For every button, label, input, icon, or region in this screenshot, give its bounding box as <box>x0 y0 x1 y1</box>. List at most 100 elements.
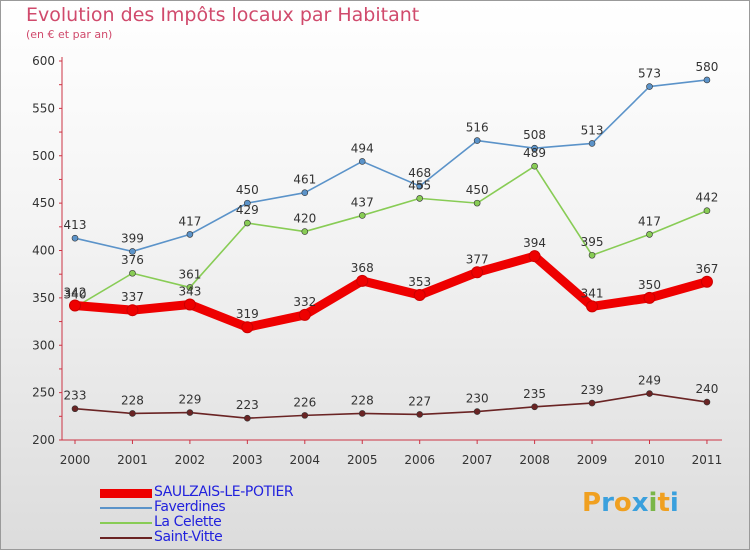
data-point <box>703 398 711 406</box>
data-point <box>129 410 136 417</box>
data-point <box>646 390 653 397</box>
data-point <box>471 266 484 279</box>
data-point <box>703 76 711 84</box>
data-point <box>186 284 194 291</box>
y-tick-label: 200 <box>32 433 55 447</box>
logo-letter: i <box>648 488 658 518</box>
data-label: 240 <box>695 382 718 396</box>
data-point <box>586 300 599 313</box>
logo-letter: t <box>657 488 670 518</box>
data-point <box>183 298 196 311</box>
chart-title: Evolution des Impôts locaux par Habitant <box>26 4 420 26</box>
data-point <box>69 299 81 312</box>
data-label: 226 <box>293 395 316 409</box>
data-point <box>298 308 311 321</box>
legend-label: La Celette <box>154 514 222 530</box>
y-tick-label: 400 <box>32 244 55 258</box>
legend-label: Saint-Vitte <box>154 529 223 545</box>
data-point <box>71 405 79 413</box>
y-tick-label: 600 <box>32 54 55 68</box>
data-point <box>358 410 366 417</box>
y-tick-label: 350 <box>32 291 55 305</box>
data-point <box>643 291 656 304</box>
chart-subtitle: (en € et par an) <box>26 28 113 41</box>
x-tick-label: 2002 <box>175 453 206 467</box>
data-label: 399 <box>121 231 144 245</box>
data-label: 442 <box>695 191 718 205</box>
series-line <box>74 392 708 420</box>
data-point <box>473 137 481 144</box>
data-point <box>358 158 366 165</box>
logo-letter: P <box>582 488 602 518</box>
x-tick-label: 2011 <box>692 453 723 467</box>
data-label: 417 <box>638 214 661 228</box>
x-tick-label: 2003 <box>232 453 263 467</box>
data-point <box>416 411 424 418</box>
logo-letter: i <box>669 488 679 518</box>
x-tick-label: 2008 <box>519 453 550 467</box>
data-label: 233 <box>64 389 87 403</box>
y-tick-label: 250 <box>32 386 55 400</box>
legend-label: Faverdines <box>154 499 226 515</box>
data-label: 239 <box>581 383 604 397</box>
data-label: 235 <box>523 387 546 401</box>
series-line <box>74 79 708 253</box>
series-line <box>74 165 708 309</box>
data-label: 340 <box>64 287 87 301</box>
data-point <box>588 140 596 147</box>
x-tick-label: 2000 <box>60 453 91 467</box>
y-tick-label: 450 <box>32 196 55 210</box>
data-label: 229 <box>178 393 201 407</box>
x-tick-label: 2006 <box>404 453 435 467</box>
y-tick-label: 300 <box>32 338 55 352</box>
data-point <box>126 304 139 317</box>
data-label: 342 <box>64 285 87 299</box>
data-point <box>588 251 596 259</box>
data-label: 228 <box>121 393 144 407</box>
data-point <box>186 409 194 416</box>
data-point <box>473 199 481 207</box>
data-point <box>244 199 251 207</box>
logo-letter: x <box>631 488 649 518</box>
data-label: 368 <box>351 261 374 275</box>
data-label: 508 <box>523 128 546 142</box>
x-tick-label: 2001 <box>117 453 148 467</box>
data-label: 429 <box>236 203 259 217</box>
y-tick-label: 550 <box>32 101 55 115</box>
data-label: 516 <box>466 121 489 135</box>
data-label: 367 <box>695 262 718 276</box>
data-point <box>301 228 309 235</box>
x-tick-label: 2010 <box>634 453 665 467</box>
data-point <box>186 231 194 238</box>
data-label: 394 <box>523 236 546 250</box>
data-point <box>528 250 541 263</box>
data-label: 513 <box>581 123 604 137</box>
x-tick-label: 2007 <box>462 453 493 467</box>
legend-swatch <box>100 507 152 509</box>
data-point <box>646 83 653 90</box>
data-point <box>473 408 481 415</box>
data-label: 223 <box>236 398 259 412</box>
data-label: 361 <box>178 267 201 281</box>
data-label: 343 <box>178 285 201 299</box>
x-tick-label: 2009 <box>577 453 608 467</box>
data-label: 461 <box>293 173 316 187</box>
data-label: 450 <box>236 183 259 197</box>
data-label: 573 <box>638 67 661 81</box>
logo-letter: o <box>613 488 632 518</box>
data-point <box>358 212 366 219</box>
data-label: 319 <box>236 307 259 321</box>
data-label: 489 <box>523 146 546 160</box>
data-point <box>700 275 713 288</box>
data-label: 377 <box>466 252 489 266</box>
data-point <box>301 412 309 419</box>
data-label: 468 <box>408 166 431 180</box>
data-point <box>413 289 426 302</box>
data-label: 228 <box>351 393 374 407</box>
data-point <box>244 414 251 422</box>
data-point <box>703 207 711 215</box>
data-label: 353 <box>408 275 431 289</box>
x-tick-label: 2004 <box>290 453 321 467</box>
data-point <box>531 162 538 170</box>
data-point <box>241 321 254 334</box>
